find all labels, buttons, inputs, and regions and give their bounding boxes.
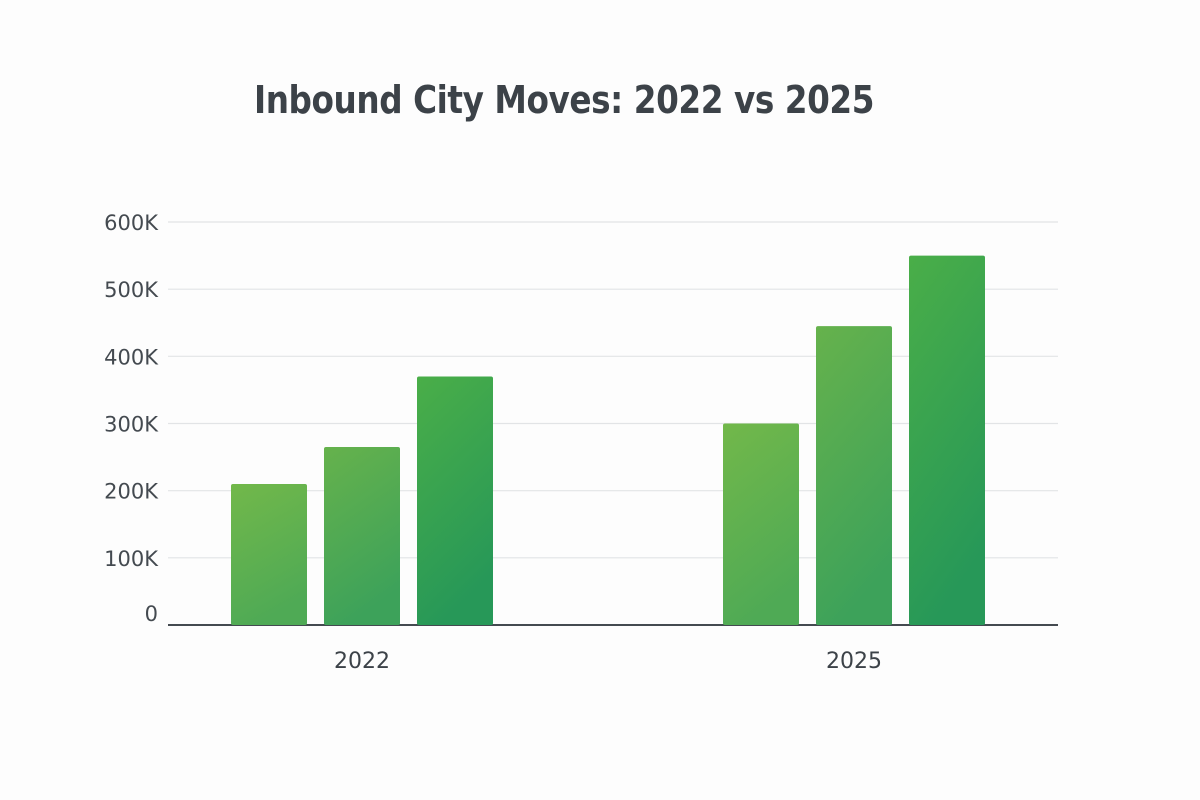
bar-2022-2 xyxy=(324,447,400,625)
bar-2022-3 xyxy=(417,376,493,625)
y-tick-label: 0 xyxy=(145,602,158,626)
y-tick-label: 200K xyxy=(104,480,159,504)
bar-2025-2 xyxy=(816,326,892,625)
y-tick-label: 500K xyxy=(104,278,159,302)
bar-2025-3 xyxy=(909,255,985,626)
y-tick-label: 600K xyxy=(104,211,159,235)
bar-2022-1 xyxy=(231,483,307,625)
y-tick-label: 100K xyxy=(104,547,159,571)
y-tick-label: 400K xyxy=(104,345,159,369)
x-tick-label: 2025 xyxy=(826,649,882,674)
bar-2025-1 xyxy=(723,423,799,625)
y-tick-label: 300K xyxy=(104,413,159,437)
x-tick-label: 2022 xyxy=(334,649,390,674)
chart-title: Inbound City Moves: 2022 vs 2025 xyxy=(253,78,875,122)
